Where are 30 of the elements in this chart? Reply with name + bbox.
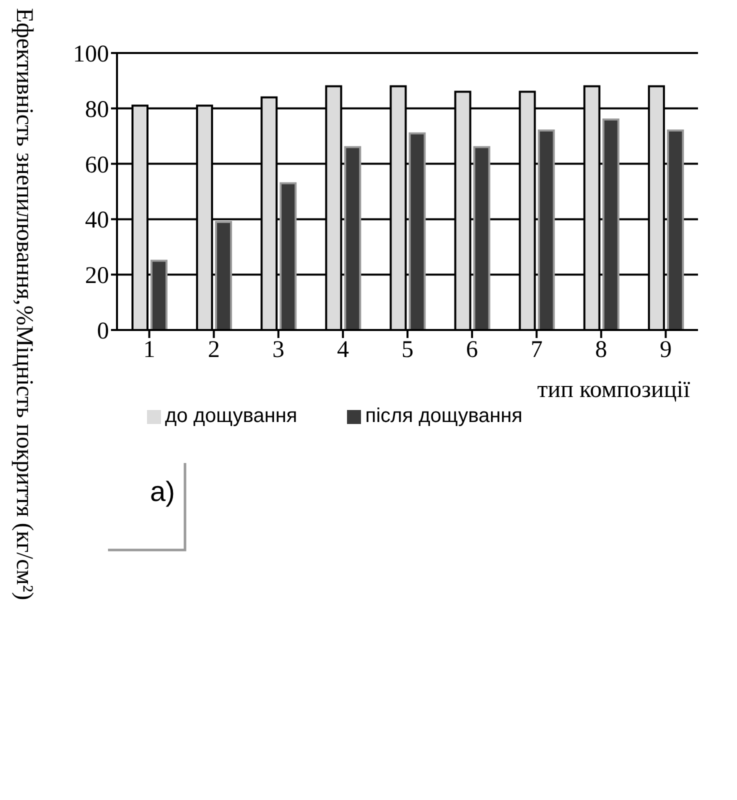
x-tick-label: 9 (660, 337, 672, 364)
bar (215, 220, 232, 330)
x-tick-label: 6 (466, 337, 478, 364)
y-tick-label: 40 (85, 208, 109, 234)
x-tick-label: 4 (336, 337, 349, 364)
bar (538, 130, 555, 330)
y-tick-label: 60 (85, 152, 109, 178)
y-tick-label: 20 (85, 263, 109, 290)
bar (473, 146, 490, 330)
bar (666, 130, 684, 330)
x-tick-label: 8 (595, 337, 608, 364)
y-tick-label: 80 (85, 96, 109, 123)
bar (602, 118, 620, 330)
x-tick-label: 1 (143, 337, 156, 364)
x-tick-label: 3 (272, 337, 284, 364)
bar (344, 146, 362, 330)
legend-label: до дощування (165, 405, 298, 427)
legend-label: після дощування (365, 405, 523, 427)
text: а) (150, 476, 175, 508)
x-tick-label: 2 (208, 337, 220, 364)
text: Міцність покриття (кг/см²) (11, 325, 37, 600)
bar (408, 132, 426, 330)
x-axis-title: тип композиції (537, 377, 690, 403)
y-tick-label: 0 (97, 318, 109, 345)
bar (150, 260, 168, 330)
x-tick-label: 7 (530, 337, 543, 364)
y-axis-title: Ефективність знепилювання,% (11, 8, 37, 326)
x-tick-label: 5 (402, 337, 414, 364)
y-tick-label: 100 (73, 42, 109, 68)
bar (280, 182, 297, 330)
